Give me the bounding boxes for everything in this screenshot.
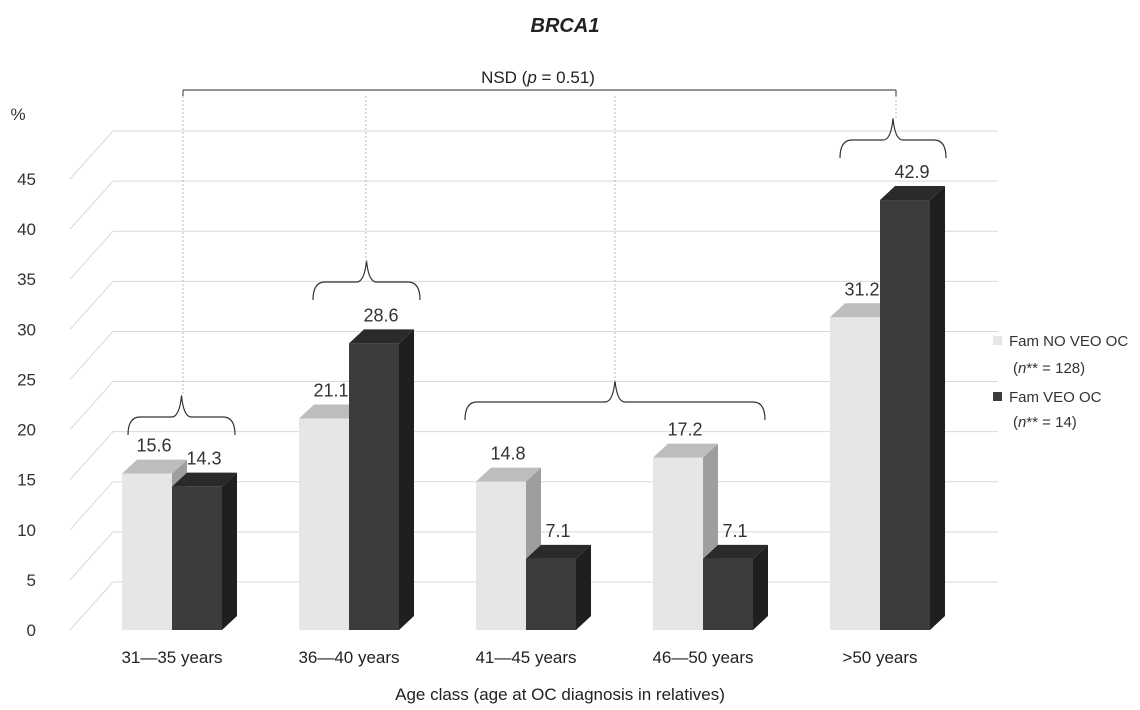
- gridline-diagonal: [69, 481, 114, 531]
- bracket: [312, 260, 421, 301]
- bar-fam-no-veo-oc: [476, 467, 541, 630]
- y-tick-label: 30: [17, 320, 36, 339]
- y-tick-label: 10: [17, 521, 36, 540]
- bar-front: [526, 558, 576, 630]
- bar-side: [222, 472, 237, 630]
- y-axis-ticks: 0 5 10 15 20 25 30 35 40 45: [17, 170, 36, 640]
- bracket: [127, 395, 236, 436]
- bar-front: [880, 200, 930, 630]
- bar-top: [703, 544, 768, 559]
- x-tick-label: 46—50 years: [652, 648, 753, 667]
- bar-side: [753, 544, 768, 630]
- y-tick-label: 15: [17, 471, 36, 490]
- bar-top: [476, 467, 541, 482]
- x-axis-ticks: 31—35 years 36—40 years 41—45 years 46—50 y…: [121, 648, 917, 667]
- gridline-diagonal: [69, 180, 114, 230]
- bar-top: [299, 404, 364, 419]
- bar-top: [349, 329, 414, 344]
- bar-side: [399, 329, 414, 630]
- bar-fam-veo-oc: [172, 472, 237, 630]
- significance-annotations: [127, 89, 947, 436]
- gridline-diagonal: [69, 431, 114, 481]
- x-axis-title: Age class (age at OC diagnosis in relati…: [395, 685, 725, 704]
- gridline-diagonal: [69, 280, 114, 330]
- y-tick-label: 5: [27, 571, 36, 590]
- bar-top: [122, 459, 187, 474]
- y-tick-label: 45: [17, 170, 36, 189]
- bar-top: [653, 443, 718, 458]
- data-labels: 15.6 14.3 21.1 28.6 14.8 7.1 17.2 7.1 31.2 42.9: [136, 162, 929, 541]
- bar-top: [172, 472, 237, 487]
- bar-front: [172, 486, 222, 630]
- data-label: 15.6: [136, 436, 171, 456]
- data-label: 7.1: [722, 521, 747, 541]
- data-label: 21.1: [313, 381, 348, 401]
- bracket: [464, 380, 766, 421]
- data-label: 14.8: [490, 444, 525, 464]
- y-tick-label: 0: [27, 621, 36, 640]
- gridline-diagonal: [69, 230, 114, 280]
- y-tick-label: 20: [17, 421, 36, 440]
- bar-fam-veo-oc: [880, 186, 945, 630]
- legend: Fam NO VEO OC (n** = 128) Fam VEO OC (n*…: [993, 333, 1128, 431]
- bar-fam-veo-oc: [703, 544, 768, 630]
- legend-swatch-fam-no-veo-oc: [993, 336, 1002, 345]
- x-tick-label: >50 years: [842, 648, 917, 667]
- bar-front: [653, 457, 703, 630]
- bar-fam-veo-oc: [526, 544, 591, 630]
- gridline-diagonal: [69, 531, 114, 581]
- gridline-diagonal: [69, 331, 114, 380]
- y-tick-label: 35: [17, 270, 36, 289]
- bar-front: [476, 481, 526, 630]
- gridline-diagonal: [69, 581, 114, 631]
- x-tick-label: 41—45 years: [475, 648, 576, 667]
- bars: [122, 186, 945, 630]
- data-label: 31.2: [844, 279, 879, 299]
- bar-front: [122, 473, 172, 630]
- x-tick-label: 36—40 years: [298, 648, 399, 667]
- bar-front: [703, 558, 753, 630]
- data-label: 14.3: [186, 449, 221, 469]
- x-tick-label: 31—35 years: [121, 648, 222, 667]
- bar-fam-veo-oc: [349, 329, 414, 630]
- y-axis-unit: %: [10, 105, 25, 124]
- legend-n-fam-veo-oc: (n** = 14): [1013, 414, 1077, 431]
- bar-side: [930, 186, 945, 630]
- bar-top: [526, 544, 591, 559]
- gridline-diagonal: [69, 381, 114, 430]
- chart-title: BRCA1: [531, 15, 600, 37]
- legend-n-fam-no-veo-oc: (n** = 128): [1013, 360, 1085, 377]
- legend-label-fam-veo-oc: Fam VEO OC: [1009, 389, 1102, 406]
- nsd-annotation: NSD (p = 0.51): [481, 68, 595, 87]
- gridline-diagonal: [69, 130, 114, 180]
- y-tick-label: 25: [17, 370, 36, 389]
- bar-top: [880, 186, 945, 201]
- bar-side: [576, 544, 591, 630]
- bar-front: [349, 343, 399, 630]
- y-tick-label: 40: [17, 220, 36, 239]
- legend-label-fam-no-veo-oc: Fam NO VEO OC: [1009, 333, 1128, 350]
- bar-top: [830, 303, 895, 318]
- legend-swatch-fam-veo-oc: [993, 392, 1002, 401]
- bracket: [839, 118, 947, 159]
- data-label: 17.2: [667, 420, 702, 440]
- bar-front: [299, 418, 349, 630]
- bar-front: [830, 317, 880, 630]
- data-label: 28.6: [363, 305, 398, 325]
- data-label: 42.9: [894, 162, 929, 182]
- data-label: 7.1: [545, 521, 570, 541]
